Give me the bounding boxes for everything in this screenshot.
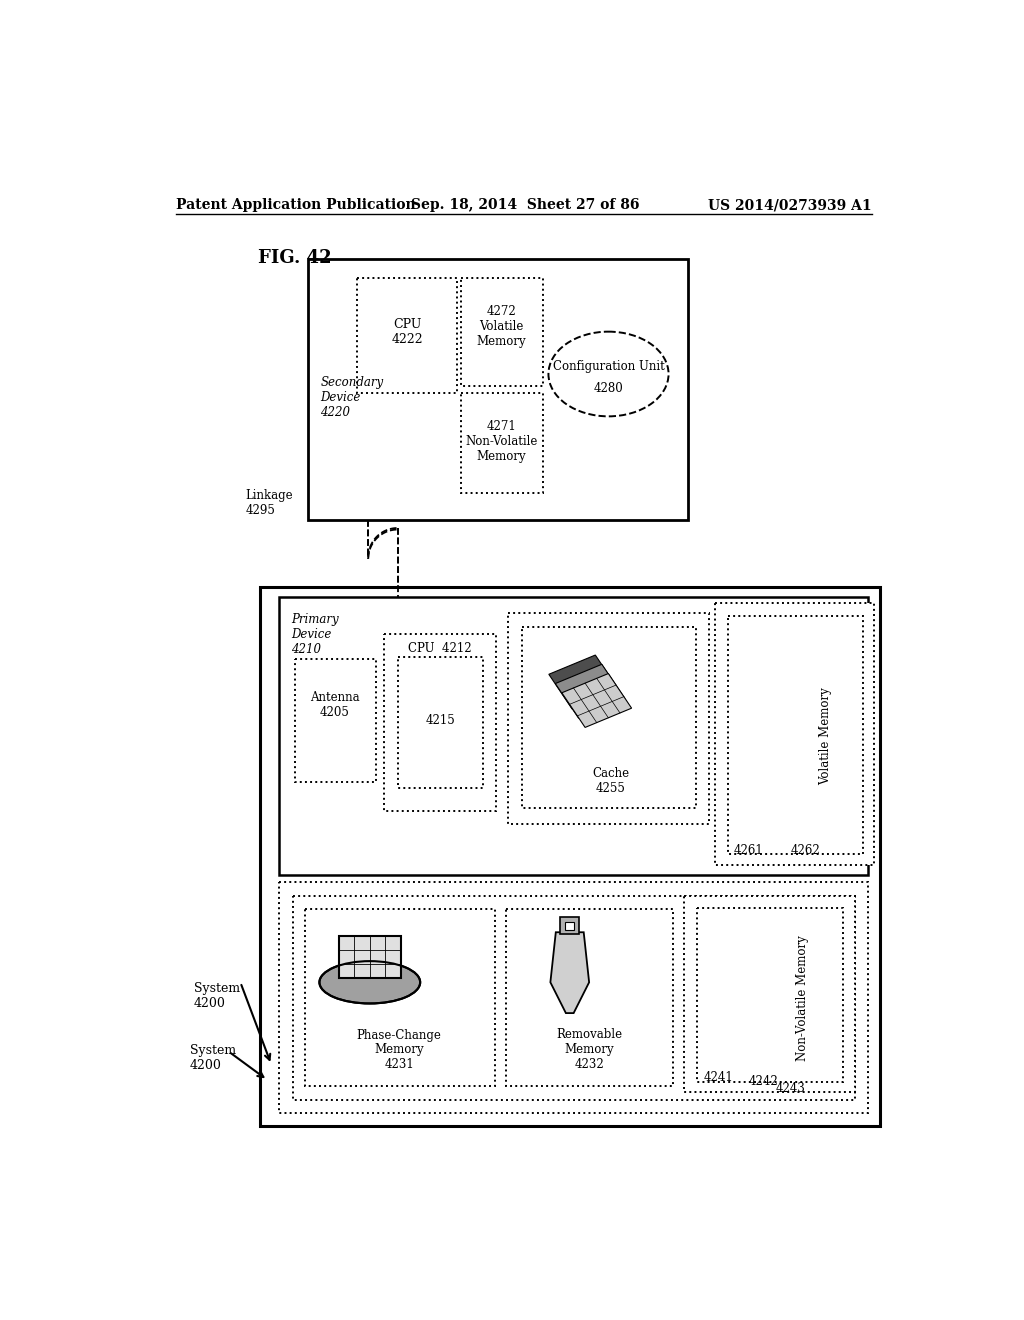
Text: 4215: 4215 — [425, 714, 456, 727]
Ellipse shape — [549, 331, 669, 416]
Bar — [339, 936, 400, 978]
Text: Secondary
Device
4220: Secondary Device 4220 — [321, 376, 383, 418]
Bar — [293, 896, 855, 1100]
Text: Linkage
4295: Linkage 4295 — [246, 490, 294, 517]
Bar — [506, 909, 673, 1086]
Polygon shape — [550, 932, 589, 1014]
Text: US 2014/0273939 A1: US 2014/0273939 A1 — [709, 198, 872, 213]
Bar — [565, 923, 574, 929]
Text: Antenna
4205: Antenna 4205 — [310, 692, 359, 719]
Polygon shape — [562, 673, 632, 727]
Text: Cache
4255: Cache 4255 — [592, 767, 630, 795]
Bar — [461, 393, 543, 494]
Bar — [560, 917, 579, 933]
Text: CPU
4222: CPU 4222 — [391, 318, 423, 346]
Bar — [280, 597, 868, 874]
Bar — [260, 587, 880, 1126]
Bar — [461, 277, 543, 385]
Bar — [728, 615, 863, 854]
Text: 4243: 4243 — [776, 1082, 806, 1096]
Polygon shape — [555, 664, 625, 718]
Text: Configuration Unit: Configuration Unit — [553, 360, 665, 372]
Text: 4272
Volatile
Memory: 4272 Volatile Memory — [477, 305, 526, 347]
Bar — [697, 908, 843, 1081]
Text: 4241: 4241 — [703, 1071, 733, 1084]
Bar — [280, 882, 868, 1113]
Text: Volatile Memory: Volatile Memory — [819, 686, 831, 785]
Bar — [684, 896, 855, 1093]
Text: 4271
Non-Volatile
Memory: 4271 Non-Volatile Memory — [465, 420, 538, 463]
Bar — [295, 659, 376, 781]
Text: Non-Volatile Memory: Non-Volatile Memory — [796, 935, 809, 1060]
Polygon shape — [549, 655, 618, 709]
Text: 4261: 4261 — [733, 843, 763, 857]
Bar — [521, 627, 696, 808]
Text: Patent Application Publication: Patent Application Publication — [176, 198, 416, 213]
Bar — [384, 635, 496, 812]
Text: 4262: 4262 — [791, 843, 820, 857]
Text: 4280: 4280 — [594, 381, 624, 395]
Ellipse shape — [319, 961, 420, 1003]
Bar — [356, 277, 458, 393]
Text: CPU  4212: CPU 4212 — [408, 642, 471, 655]
Bar — [308, 259, 687, 520]
Text: 4242: 4242 — [749, 1074, 778, 1088]
Text: Removable
Memory
4232: Removable Memory 4232 — [556, 1028, 623, 1072]
Text: FIG. 42: FIG. 42 — [258, 249, 332, 267]
Text: Primary
Device
4210: Primary Device 4210 — [291, 612, 338, 656]
Bar — [716, 603, 874, 866]
Text: System
4200: System 4200 — [190, 1044, 237, 1072]
Bar — [397, 657, 483, 788]
Text: Sep. 18, 2014  Sheet 27 of 86: Sep. 18, 2014 Sheet 27 of 86 — [411, 198, 639, 213]
Bar — [305, 909, 495, 1086]
Text: System
4200: System 4200 — [194, 982, 240, 1010]
Bar — [508, 612, 710, 825]
Text: Phase-Change
Memory
4231: Phase-Change Memory 4231 — [356, 1028, 441, 1072]
